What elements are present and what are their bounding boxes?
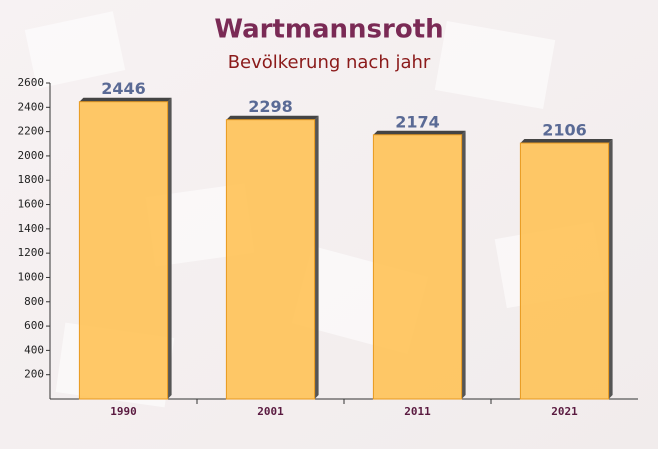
chart-subtitle: Bevölkerung nach jahr [228, 52, 431, 73]
x-tick-label: 2011 [404, 405, 431, 418]
y-tick-label: 600 [24, 319, 44, 332]
y-tick-label: 2200 [18, 125, 45, 138]
bar-top [520, 139, 613, 144]
y-tick-label: 2400 [18, 100, 45, 113]
chart-title: Wartmannsroth [214, 15, 443, 45]
y-tick-label: 2000 [18, 149, 45, 162]
x-tick-label: 2001 [257, 405, 284, 418]
y-tick-label: 1800 [18, 173, 45, 186]
bar-top [226, 115, 319, 120]
y-tick-label: 1600 [18, 198, 45, 211]
bar-shadow [314, 115, 319, 399]
bar [519, 142, 610, 400]
value-label: 2106 [542, 121, 587, 140]
bar [225, 119, 316, 400]
y-tick-label: 2600 [18, 76, 45, 89]
y-tick-label: 800 [24, 295, 44, 308]
y-tick-label: 1200 [18, 246, 45, 259]
bar [372, 134, 463, 400]
x-tick-label: 2021 [551, 405, 578, 418]
value-label: 2174 [395, 112, 440, 131]
y-tick-label: 1000 [18, 270, 45, 283]
x-tick-label: 1990 [110, 405, 137, 418]
y-tick-label: 200 [24, 368, 44, 381]
bar-top [373, 130, 466, 135]
bar-shadow [608, 139, 613, 400]
value-label: 2446 [101, 79, 146, 98]
value-label: 2298 [248, 97, 293, 116]
bar-top [79, 97, 172, 102]
bar-shadow [461, 130, 466, 399]
y-tick-label: 400 [24, 343, 44, 356]
bar [78, 101, 169, 400]
bar-shadow [167, 97, 172, 400]
y-tick-label: 1400 [18, 222, 45, 235]
